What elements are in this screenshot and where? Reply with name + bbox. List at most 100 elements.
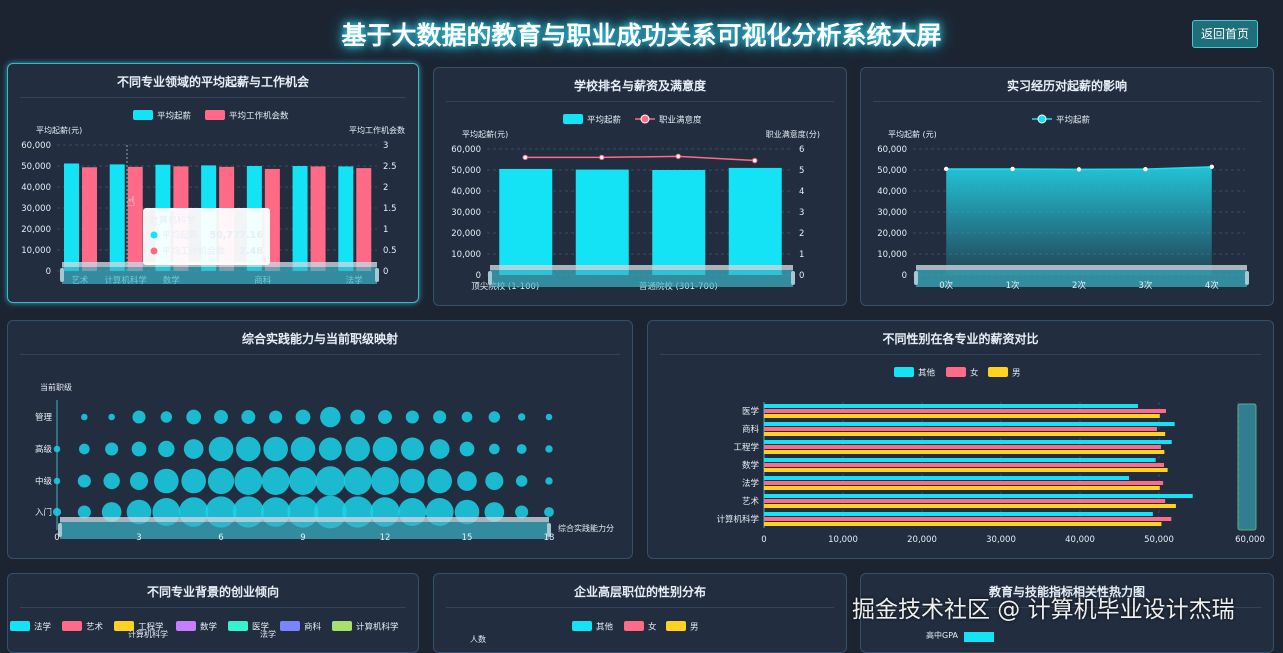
bar-male — [764, 504, 1176, 508]
legend-swatch-icon — [624, 621, 644, 631]
bubble-point — [53, 445, 61, 453]
legend-swatch-icon — [563, 114, 583, 124]
y-tick-label: 10,000 — [877, 250, 907, 260]
y-tick-label: 入门 — [35, 507, 52, 518]
y-tick-label: 医学 — [742, 406, 760, 417]
cursor-hand-icon: ☝ — [127, 194, 136, 210]
y-tick-label: 商科 — [742, 424, 760, 435]
x-tick-label: 40,000 — [1065, 535, 1095, 545]
satisfaction-point — [752, 157, 758, 164]
bar-female — [764, 445, 1162, 449]
bubble-point — [400, 437, 424, 461]
y-tick-label: 高级 — [35, 444, 53, 455]
bar-other — [764, 404, 1138, 408]
bubble-point — [129, 471, 149, 491]
panel-title: 综合实践能力与当前职级映射 — [20, 321, 620, 355]
bar-female — [764, 481, 1164, 485]
bubble-point — [158, 440, 175, 458]
bubble-point — [318, 437, 342, 461]
bar-other — [764, 494, 1193, 498]
tooltip-value: 2.48 — [240, 246, 264, 257]
bubble-point — [183, 439, 204, 459]
legend-swatch-icon — [176, 621, 196, 631]
datazoom-handle-right — [375, 268, 379, 282]
bubble-point — [208, 436, 234, 462]
y-tick-label: 0 — [46, 267, 51, 277]
bar-other — [764, 440, 1172, 444]
bubble-point — [545, 445, 553, 453]
y-tick-label: 艺术 — [742, 496, 760, 507]
bar-salary — [652, 170, 706, 275]
salary-area — [946, 166, 1212, 275]
legend-swatch-icon — [62, 621, 82, 631]
legend-label: 计算机科学 — [356, 622, 399, 633]
datazoom-handle-right — [791, 271, 795, 285]
home-button[interactable]: 返回首页 — [1192, 20, 1258, 48]
bubble-point — [516, 444, 527, 454]
y-tick-label: 30,000 — [451, 208, 481, 218]
bar-salary — [338, 166, 354, 271]
bubble-point — [269, 410, 283, 424]
y-tick-label: 50,000 — [21, 162, 51, 172]
y2-tick-label: 5 — [799, 166, 804, 176]
y2-axis-title: 职业满意度(分) — [766, 129, 820, 139]
y2-axis-title: 平均工作机会数 — [349, 125, 405, 135]
datazoom-handle-right — [1245, 271, 1249, 285]
y-tick-label: 中级 — [35, 476, 53, 487]
bar-salary — [728, 167, 782, 275]
bubble-point — [433, 410, 447, 424]
bubble-point — [289, 467, 317, 495]
bar-salary — [109, 164, 125, 271]
bar-other — [764, 458, 1156, 462]
bubble-point — [105, 442, 119, 456]
y-axis-title: 平均起薪(元) — [462, 129, 508, 139]
satisfaction-point — [522, 154, 528, 161]
bubble-point — [77, 474, 91, 488]
bubble-point — [484, 502, 505, 522]
bar-job-opportunities — [310, 166, 326, 271]
tooltip-label: 平均起薪 — [162, 229, 198, 241]
bubble-point — [236, 436, 261, 462]
y-tick-label: 50,000 — [451, 166, 481, 176]
bar-female — [764, 409, 1166, 413]
bar-male — [764, 450, 1165, 454]
panel-title: 实习经历对起薪的影响 — [873, 68, 1261, 102]
legend-label: 其他 — [918, 368, 936, 379]
legend-label: 女 — [970, 368, 979, 379]
bar-male — [764, 414, 1160, 418]
salary-point — [1209, 164, 1215, 170]
bubble-point — [241, 410, 256, 424]
bubble-point — [79, 443, 90, 455]
datazoom-vertical-slider — [1237, 403, 1257, 531]
datazoom-window — [490, 270, 793, 287]
legend-marker-icon — [640, 114, 650, 124]
x-tick-label: 1次 — [1006, 280, 1020, 291]
bubble-point — [77, 505, 91, 519]
bubble-point — [290, 436, 316, 462]
bar-male — [764, 468, 1168, 472]
legend-swatch-icon — [10, 621, 30, 631]
salary-point — [944, 166, 949, 172]
salary-point — [1076, 167, 1082, 172]
y-axis-title: 平均起薪 (元) — [888, 129, 937, 139]
bubble-point — [405, 410, 419, 424]
tooltip-value: 50,777.16 — [210, 230, 264, 241]
legend-label: 其他 — [596, 622, 614, 633]
legend-swatch-icon — [332, 621, 352, 631]
bar-male — [764, 522, 1162, 526]
bar-male — [764, 486, 1160, 490]
y-tick-label: 20,000 — [451, 229, 481, 239]
y2-tick-label: 1 — [383, 225, 388, 235]
legend-swatch-icon — [988, 367, 1008, 377]
bar-salary — [292, 166, 308, 271]
y-tick-label: 40,000 — [21, 183, 51, 193]
y2-tick-label: 4 — [799, 187, 804, 197]
bubble-point — [350, 409, 366, 425]
x-tick-label: 12 — [380, 533, 391, 543]
bubble-point — [234, 467, 263, 495]
y-tick-label: 计算机科学 — [716, 514, 759, 525]
datazoom-window — [60, 522, 549, 539]
y-tick-label: 20,000 — [877, 229, 907, 239]
x-tick-label: 15 — [462, 533, 473, 543]
